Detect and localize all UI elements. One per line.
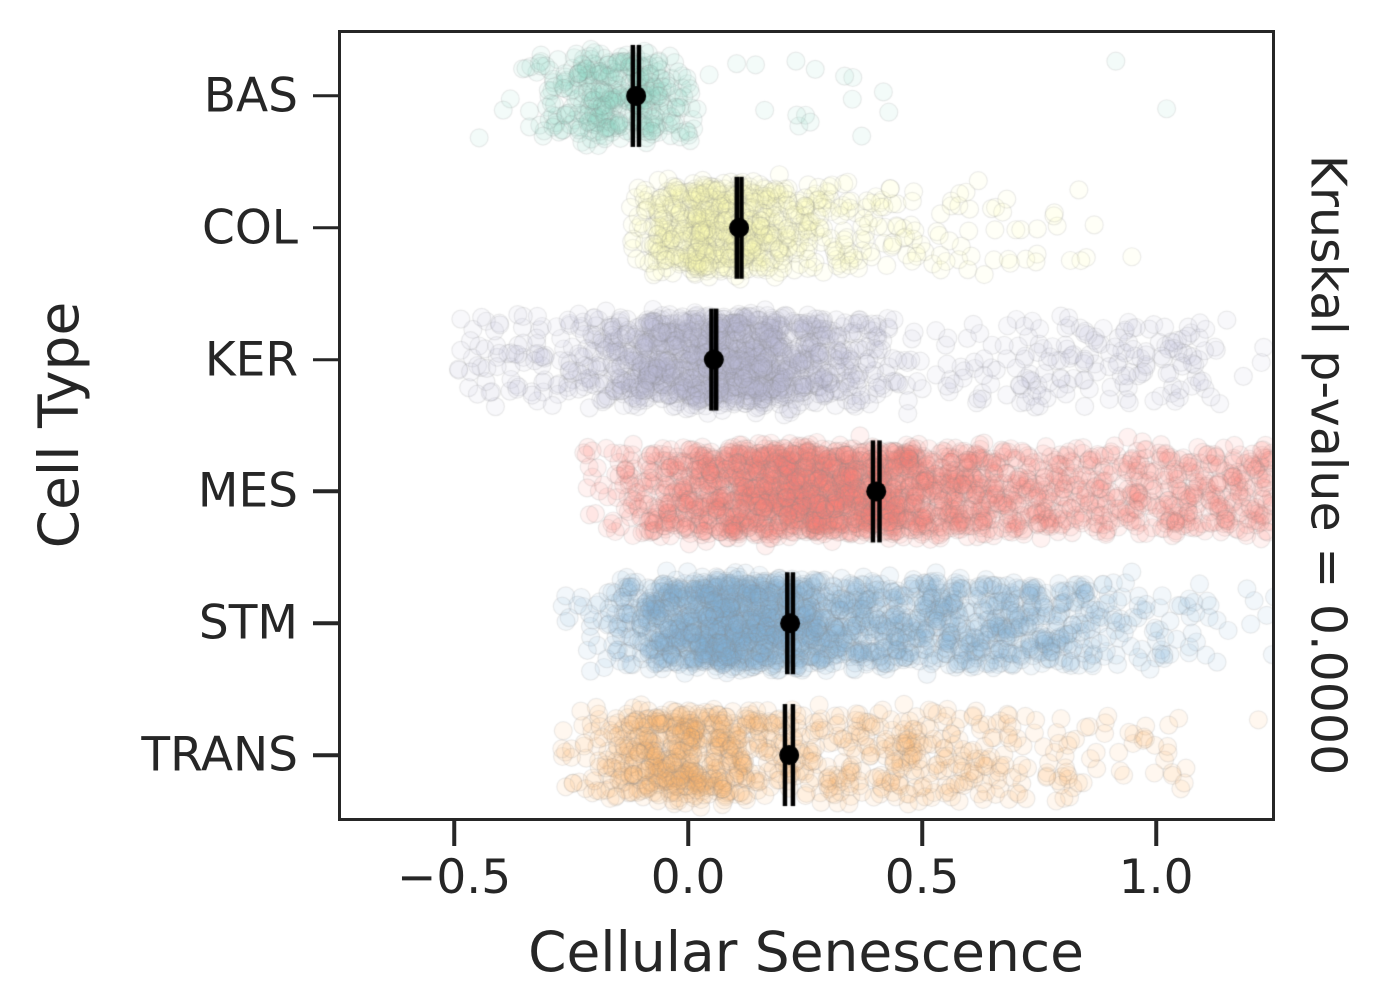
ytick-label-stm: STM [198,595,298,651]
strip-plot-canvas [338,30,1275,821]
ytick-mark-mes [313,489,338,494]
ytick-mark-trans [313,753,338,757]
xtick-mark--0.5 [452,821,456,846]
ytick-mark-col [313,226,338,230]
ytick-mark-bas [313,94,338,98]
ytick-label-bas: BAS [203,68,298,124]
xtick-label-0: 0.0 [650,850,726,905]
x-axis-title: Cellular Senescence [528,920,1084,984]
ytick-label-mes: MES [197,463,298,519]
ytick-mark-ker [313,357,338,362]
y-axis-title: Cell Type [27,301,91,549]
xtick-label-0.5: 0.5 [884,850,960,905]
ytick-label-trans: TRANS [141,727,298,783]
xtick-mark-0.5 [920,821,924,846]
ytick-label-ker: KER [204,332,298,388]
ytick-mark-stm [313,621,338,625]
kruskal-pvalue-annotation: Kruskal p-value = 0.0000 [1299,154,1357,776]
xtick-mark-0 [686,821,690,846]
xtick-mark-1 [1154,821,1158,846]
xtick-label-1: 1.0 [1118,850,1194,905]
xtick-label--0.5: −0.5 [396,850,512,905]
ytick-label-col: COL [202,200,298,256]
